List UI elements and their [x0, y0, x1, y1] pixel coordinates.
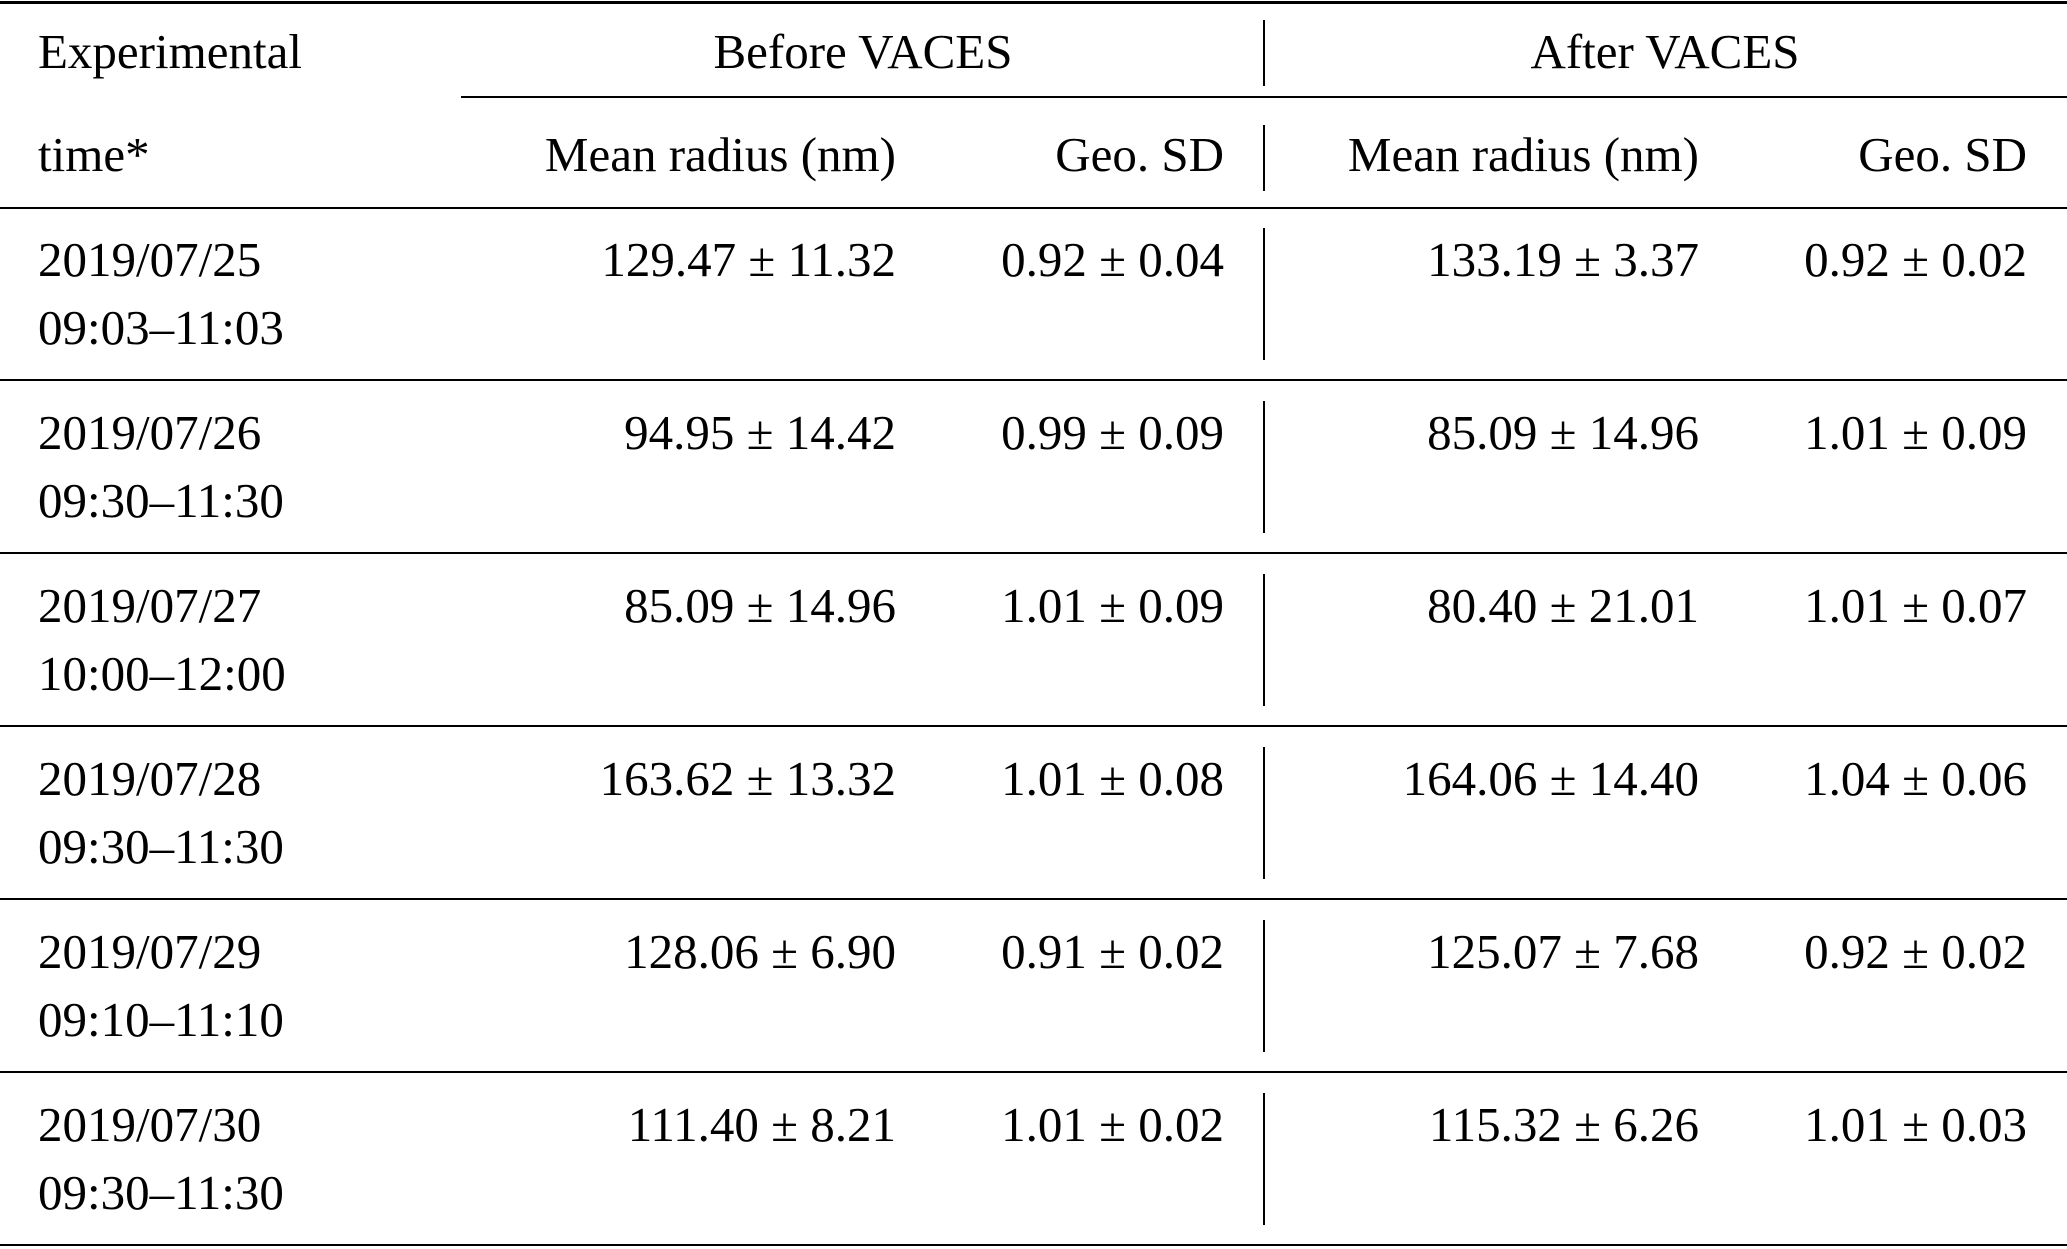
row-time: 09:30–11:30	[38, 473, 284, 528]
before-sd-cell: 0.91 ± 0.02	[1001, 924, 1224, 979]
group-divider	[1263, 1093, 1265, 1225]
before-mean-cell: 94.95 ± 14.42	[624, 405, 896, 460]
header-after-sd: Geo. SD	[1858, 127, 2027, 182]
row-rule	[0, 379, 2067, 381]
row-time: 09:10–11:10	[38, 992, 284, 1047]
header-before-mean: Mean radius (nm)	[544, 127, 896, 182]
after-mean-cell: 85.09 ± 14.96	[1427, 405, 1699, 460]
after-sd-cell: 0.92 ± 0.02	[1804, 924, 2027, 979]
after-mean-cell: 115.32 ± 6.26	[1428, 1097, 1699, 1152]
row-time: 10:00–12:00	[38, 646, 286, 701]
after-mean-cell: 133.19 ± 3.37	[1427, 232, 1699, 287]
before-mean-cell: 85.09 ± 14.96	[624, 578, 896, 633]
row-time: 09:30–11:30	[38, 1165, 284, 1220]
before-mean-cell: 111.40 ± 8.21	[627, 1097, 896, 1152]
group-divider	[1263, 920, 1265, 1052]
row-rule	[0, 725, 2067, 727]
row-time: 09:03–11:03	[38, 300, 284, 355]
before-mean-cell: 128.06 ± 6.90	[624, 924, 896, 979]
header-after-vaces: After VACES	[1530, 24, 1800, 79]
row-date: 2019/07/29	[38, 924, 262, 979]
row-date: 2019/07/28	[38, 751, 262, 806]
before-sd-cell: 0.99 ± 0.09	[1001, 405, 1224, 460]
before-sd-cell: 1.01 ± 0.02	[1001, 1097, 1224, 1152]
row-time: 09:30–11:30	[38, 819, 284, 874]
top-rule	[0, 1, 2067, 4]
after-sd-cell: 1.01 ± 0.09	[1804, 405, 2027, 460]
row-date: 2019/07/27	[38, 578, 262, 633]
row-rule	[0, 552, 2067, 554]
group-divider	[1263, 125, 1265, 191]
group-divider	[1263, 228, 1265, 360]
group-divider	[1263, 20, 1265, 86]
group-rule	[461, 96, 2067, 98]
after-sd-cell: 0.92 ± 0.02	[1804, 232, 2027, 287]
after-sd-cell: 1.04 ± 0.06	[1804, 751, 2027, 806]
group-divider	[1263, 401, 1265, 533]
header-rule	[0, 207, 2067, 209]
after-mean-cell: 80.40 ± 21.01	[1427, 578, 1699, 633]
after-sd-cell: 1.01 ± 0.03	[1804, 1097, 2027, 1152]
header-experimental: Experimental	[38, 24, 302, 79]
after-sd-cell: 1.01 ± 0.07	[1804, 578, 2027, 633]
row-rule	[0, 898, 2067, 900]
group-divider	[1263, 747, 1265, 879]
before-mean-cell: 129.47 ± 11.32	[601, 232, 896, 287]
group-divider	[1263, 574, 1265, 706]
after-mean-cell: 164.06 ± 14.40	[1402, 751, 1699, 806]
before-mean-cell: 163.62 ± 13.32	[599, 751, 896, 806]
header-after-mean: Mean radius (nm)	[1347, 127, 1699, 182]
row-date: 2019/07/26	[38, 405, 262, 460]
row-date: 2019/07/30	[38, 1097, 262, 1152]
header-before-sd: Geo. SD	[1055, 127, 1224, 182]
before-sd-cell: 0.92 ± 0.04	[1001, 232, 1224, 287]
header-time: time*	[38, 127, 150, 182]
before-sd-cell: 1.01 ± 0.09	[1001, 578, 1224, 633]
before-sd-cell: 1.01 ± 0.08	[1001, 751, 1224, 806]
bottom-rule	[0, 1244, 2067, 1246]
header-before-vaces: Before VACES	[713, 24, 1013, 79]
row-date: 2019/07/25	[38, 232, 262, 287]
row-rule	[0, 1071, 2067, 1073]
after-mean-cell: 125.07 ± 7.68	[1427, 924, 1699, 979]
